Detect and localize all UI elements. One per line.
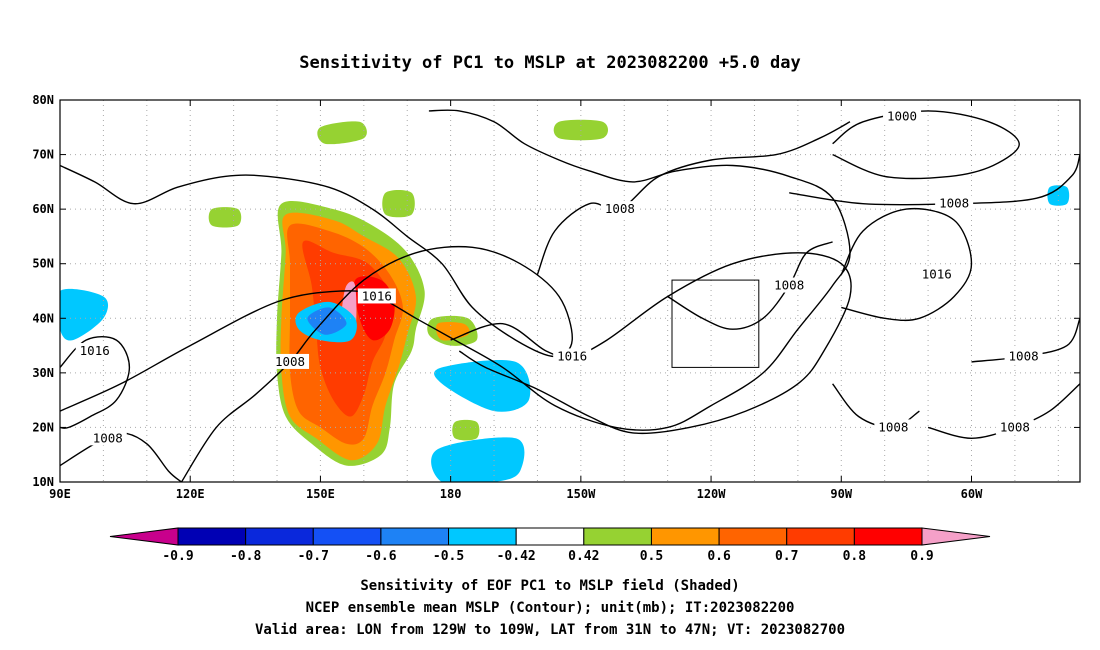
colorbar-bin [245, 527, 314, 546]
contour-label-bg [75, 343, 114, 359]
mslp-contours [60, 109, 1080, 482]
grid-lines [60, 100, 1080, 482]
y-tick-label: 60N [32, 202, 54, 216]
colorbar-bin [786, 527, 855, 546]
x-tick-label: 150E [306, 487, 335, 501]
shade-region [382, 190, 415, 218]
contour-label: 1008 [275, 354, 305, 369]
contour-label-bg [917, 266, 956, 282]
contour-line [832, 110, 1020, 180]
footer-line-2: NCEP ensemble mean MSLP (Contour); unit(… [306, 600, 795, 616]
plot-frame [59, 99, 1081, 483]
contour-label: 1016 [922, 267, 952, 282]
y-tick-label: 20N [32, 420, 54, 434]
contour-line [971, 317, 1080, 363]
contour-label: 1008 [878, 419, 908, 434]
contour-label: 1008 [1000, 419, 1030, 434]
contour-line [60, 109, 851, 431]
colorbar-label: -0.6 [365, 549, 396, 564]
colorbar-label: 0.42 [568, 549, 599, 564]
x-tick-label: 120W [697, 487, 727, 501]
x-tick-label: 180 [440, 487, 462, 501]
colorbar-bin [177, 527, 247, 546]
contour-line [60, 336, 131, 429]
x-tick-label: 90W [830, 487, 852, 501]
colorbar-bin [515, 527, 585, 546]
colorbar-bin [380, 527, 450, 546]
colorbar-label: -0.5 [433, 549, 464, 564]
shade-region [434, 359, 531, 412]
colorbar-bin [718, 527, 788, 546]
colorbar-bin [109, 527, 179, 546]
contour-line [840, 207, 973, 322]
footer-line-3: Valid area: LON from 129W to 109W, LAT f… [255, 622, 845, 638]
colorbar-label: 0.8 [843, 549, 867, 564]
contour-label: 1016 [557, 348, 587, 363]
contour-label-bg [553, 348, 592, 364]
contour-label: 1016 [362, 288, 392, 303]
valid-area-box [671, 279, 760, 368]
shaded-regions [60, 119, 1070, 482]
y-tick-label: 10N [32, 475, 54, 489]
contour-label: 1008 [1009, 348, 1039, 363]
colorbar-bin [312, 527, 382, 546]
contour-label-bg [600, 201, 639, 217]
shade-region [431, 437, 525, 482]
x-tick-label: 150W [566, 487, 596, 501]
colorbar-label: 0.5 [640, 549, 663, 564]
contour-label: 1008 [939, 196, 969, 211]
contour-label: 1016 [80, 343, 110, 358]
colorbar-label: -0.7 [298, 549, 329, 564]
colorbar-label: 0.9 [910, 549, 933, 564]
contour-label-bg [88, 430, 127, 446]
map-layer: 1008 1016 1008 1016 1016 1008 1008 1016 1008 1000… [60, 100, 1080, 482]
contour-labels: 1008 1016 1008 1016 1016 1008 1008 1016 1008 1000… [75, 108, 1043, 446]
x-tick-label: 60W [961, 487, 983, 501]
shade-region [208, 207, 242, 228]
colorbar-label: -0.8 [230, 549, 261, 564]
chart-title: Sensitivity of PC1 to MSLP at 2023082200… [299, 53, 801, 73]
axis-layer: 90E 120E 150E 180 150W 120W 90W 60W 10N 20N 30N 40N… [32, 93, 1080, 501]
y-tick-label: 30N [32, 366, 54, 380]
colorbar-bin [650, 527, 720, 546]
shade-region [60, 288, 109, 341]
plot-area: 1008 1016 1008 1016 1016 1008 1008 1016 1008 1000… [60, 100, 1080, 482]
y-tick-label: 70N [32, 148, 54, 162]
contour-label: 1008 [774, 278, 804, 293]
colorbar-label: -0.42 [497, 549, 536, 564]
y-tick-label: 40N [32, 311, 54, 325]
x-tick-label: 120E [176, 487, 205, 501]
colorbar-bin [921, 527, 991, 546]
contour-line [789, 154, 1080, 206]
colorbar-label: 0.7 [775, 549, 798, 564]
contour-line [60, 432, 182, 482]
footer-line-1: Sensitivity of EOF PC1 to MSLP field (Sh… [360, 578, 739, 594]
contour-label-bg [1004, 348, 1043, 364]
contour-line [667, 241, 833, 330]
contour-line [536, 121, 851, 275]
contour-label-bg [357, 288, 396, 304]
x-tick-label: 90E [49, 487, 71, 501]
contour-label-bg [995, 419, 1034, 435]
colorbar-label: -0.9 [162, 549, 193, 564]
shade-region [317, 121, 367, 145]
contour-label-bg [935, 195, 974, 211]
colorbar-bin [853, 527, 923, 546]
contour-label-bg [770, 277, 809, 293]
colorbar-label: 0.6 [707, 549, 731, 564]
colorbar-bin [448, 527, 517, 546]
contour-label-bg [883, 108, 922, 124]
contour-label: 1008 [93, 430, 123, 445]
contour-label-bg [874, 419, 913, 435]
colorbar: -0.9 -0.8 -0.7 -0.6 -0.5 -0.42 0.42 0.5 0.6 0.7 0.… [109, 527, 991, 564]
y-tick-label: 50N [32, 257, 54, 271]
shade-region [452, 419, 480, 441]
contour-label: 1000 [887, 108, 917, 123]
contour-label-bg [271, 353, 310, 369]
y-tick-label: 80N [32, 93, 54, 107]
colorbar-bin [583, 527, 652, 546]
contour-line [60, 164, 573, 482]
contour-label: 1008 [605, 201, 635, 216]
